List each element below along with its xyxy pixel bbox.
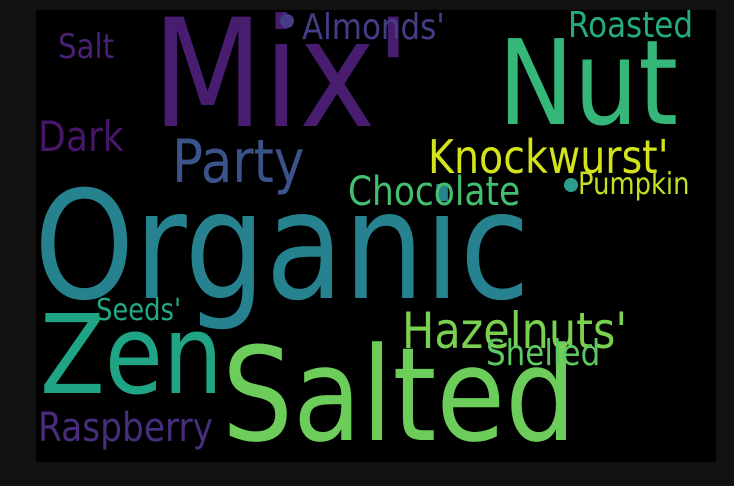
word-hazelnuts: Hazelnuts' [402,302,628,360]
word-mix: Mix' [152,10,411,162]
word-dark: Dark [38,112,124,161]
word-organic: Organic [36,160,530,334]
dot-mark-purple [280,14,294,28]
word-roasted: Roasted [568,10,694,46]
word-almonds: Almonds' [302,10,445,48]
word-seeds: Seeds' [96,293,182,328]
word-chocolate: Chocolate [348,169,521,215]
word-zen: Zen [40,291,223,419]
word-party: Party [172,127,305,197]
word-salt: Salt [58,27,115,67]
word-cloud: Mix' Nut Organic Salted Zen Party Knockw… [36,10,716,462]
dot-mark-green [564,178,578,192]
word-salted: Salted [222,319,577,462]
word-nut: Nut [498,14,679,152]
word-pumpkin: Pumpkin [578,167,690,202]
word-raspberry: Raspberry [38,405,214,451]
word-knockwurst: Knockwurst' [428,130,669,184]
word-shelled: Shelled [486,333,601,374]
